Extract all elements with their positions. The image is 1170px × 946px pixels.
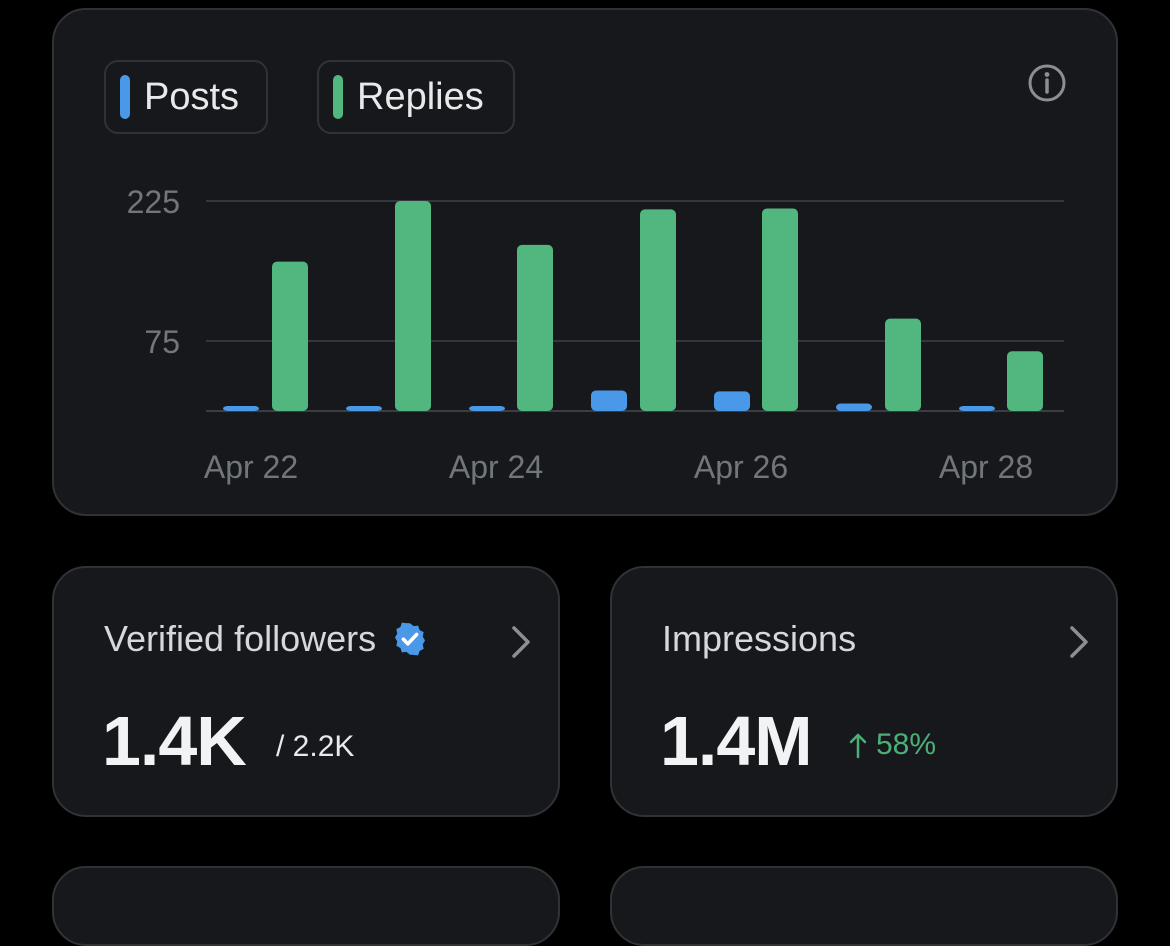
bar-chart: 225 75 Apr 22 Apr 24 Apr 26 Apr 28 <box>127 184 1064 485</box>
x-tick-label: Apr 24 <box>449 449 543 485</box>
verified-badge-icon <box>395 622 426 656</box>
replies-bar-apr-22[interactable] <box>272 261 308 411</box>
posts-bar-apr-28[interactable] <box>959 406 995 411</box>
impressions-label: Impressions <box>662 618 857 659</box>
followers-total: / 2.2K <box>276 730 355 763</box>
legend-posts-toggle[interactable]: Posts <box>104 60 268 134</box>
replies-bar-apr-24[interactable] <box>517 244 553 411</box>
arrow-up-icon <box>849 733 867 759</box>
posts-bar-apr-23[interactable] <box>346 406 382 411</box>
impressions-title: Impressions <box>662 618 856 660</box>
x-tick-label: Apr 22 <box>204 449 298 485</box>
replies-bar-apr-28[interactable] <box>1007 351 1043 411</box>
posts-bar-apr-24[interactable] <box>469 406 505 411</box>
chevron-right-icon[interactable] <box>506 622 536 662</box>
impressions-change-percent: 58% <box>876 728 937 761</box>
posts-color-swatch <box>120 75 130 119</box>
impressions-change: 58% <box>848 728 936 762</box>
legend-replies-toggle[interactable]: Replies <box>317 60 515 134</box>
y-tick-label: 75 <box>144 324 180 360</box>
replies-color-swatch <box>333 75 343 119</box>
verified-followers-label: Verified followers <box>104 618 377 659</box>
replies-bar-apr-25[interactable] <box>640 209 676 411</box>
replies-bar-apr-23[interactable] <box>395 201 431 411</box>
metric-card-partial-right[interactable] <box>610 866 1118 946</box>
x-tick-label: Apr 26 <box>694 449 788 485</box>
verified-followers-value: 1.4K <box>102 702 247 780</box>
y-tick-label: 225 <box>127 184 180 220</box>
posts-bar-apr-26[interactable] <box>714 391 750 411</box>
replies-bar-apr-26[interactable] <box>762 208 798 411</box>
replies-bar-apr-27[interactable] <box>885 318 921 411</box>
impressions-value: 1.4M <box>660 702 813 780</box>
engagement-chart-card: Posts Replies 225 75 Apr 22 Apr 24 Apr 26 Apr… <box>52 8 1118 516</box>
impressions-card[interactable]: Impressions 1.4M 58% <box>610 566 1118 817</box>
chevron-right-icon[interactable] <box>1064 622 1094 662</box>
metric-card-partial-left[interactable] <box>52 866 560 946</box>
verified-followers-card[interactable]: Verified followers 1.4K / 2.2K <box>52 566 560 817</box>
verified-followers-title: Verified followers <box>104 618 428 660</box>
legend-replies-label: Replies <box>357 75 484 118</box>
posts-bar-apr-25[interactable] <box>591 390 627 411</box>
x-tick-label: Apr 28 <box>939 449 1033 485</box>
info-circle-icon[interactable] <box>1026 62 1068 104</box>
legend-posts-label: Posts <box>144 75 240 118</box>
posts-bar-apr-27[interactable] <box>836 403 872 411</box>
posts-bar-apr-22[interactable] <box>223 406 259 411</box>
